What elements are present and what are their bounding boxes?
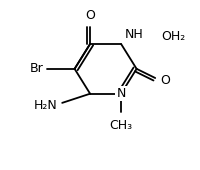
Text: O: O xyxy=(160,74,170,87)
Text: CH₃: CH₃ xyxy=(110,119,133,132)
Text: H₂N: H₂N xyxy=(34,99,58,112)
Text: Br: Br xyxy=(30,62,44,75)
Text: O: O xyxy=(85,9,95,22)
Text: N: N xyxy=(116,87,126,100)
Text: OH₂: OH₂ xyxy=(161,30,186,43)
Text: NH: NH xyxy=(125,28,144,41)
